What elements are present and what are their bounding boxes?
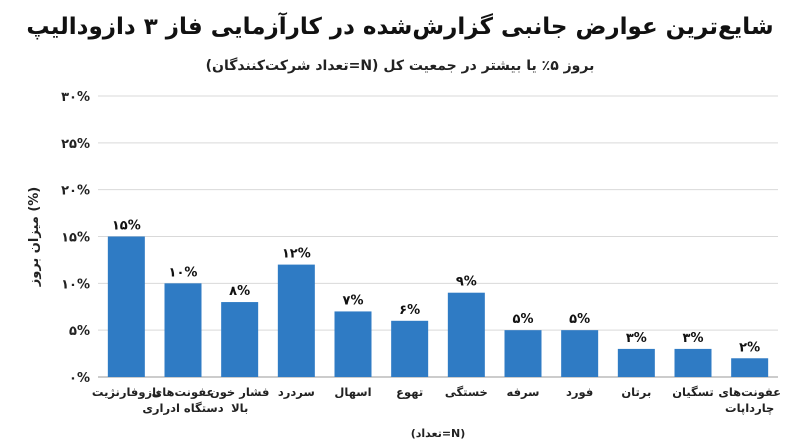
y-tick-label: ۵%: [69, 324, 90, 339]
bar: [107, 236, 145, 377]
x-tick-label: سردرد: [278, 385, 315, 399]
data-label: ۱۵%: [112, 219, 141, 234]
data-label: ۲%: [739, 340, 760, 355]
x-tick-label: عفونت‌های: [718, 385, 781, 400]
bar: [674, 348, 712, 377]
y-tick-label: ۱۰%: [61, 277, 90, 292]
bar: [334, 311, 372, 377]
y-tick-label: ۱۵%: [61, 231, 90, 246]
data-label: ۷%: [343, 293, 364, 308]
y-axis-label: میزان بروز (%): [27, 187, 42, 288]
x-tick-label: فورد: [566, 385, 593, 400]
x-tick-label: سرفه: [507, 385, 540, 399]
x-tick-label: تسگیان: [672, 385, 714, 399]
data-label: ۸%: [229, 284, 250, 299]
bar: [561, 330, 599, 377]
data-label: ۹%: [456, 275, 477, 290]
bar: [731, 358, 769, 377]
data-label: ۳%: [626, 331, 647, 346]
x-axis-label: (N=تعداد): [411, 427, 466, 440]
y-tick-label: ۲۰%: [61, 184, 90, 199]
x-tick-label: فشار خون: [210, 385, 270, 400]
data-label: ۵%: [569, 312, 590, 327]
data-label: ۵%: [513, 312, 534, 327]
x-tick-label: خستگی: [445, 385, 488, 399]
bar: [447, 292, 485, 377]
data-label: ۱۲%: [282, 247, 311, 262]
chart-subtitle: بروز ۵٪ یا بیشتر در جمعیت کل (N=تعداد شر…: [205, 58, 595, 74]
x-tick-label: بالا: [231, 401, 248, 415]
x-tick-label: برتان: [621, 385, 651, 399]
data-label: ۱۰%: [169, 265, 198, 280]
x-tick-label: چارداپات: [725, 401, 774, 415]
y-tick-label: ۳۰%: [61, 90, 90, 105]
data-label: ۳%: [683, 331, 704, 346]
x-tick-label: دستگاه ادراری: [142, 401, 223, 415]
x-tick-label: نازوفارنژیت: [92, 385, 161, 400]
data-label: ۶%: [399, 303, 420, 318]
chart-title: شایع‌ترین عوارض جانبی گزارش‌شده در کارآز…: [26, 14, 774, 40]
bar: [504, 330, 542, 377]
bar: [617, 348, 655, 377]
bar: [391, 320, 429, 377]
x-tick-label: تهوع: [396, 385, 423, 400]
bar: [221, 302, 259, 377]
x-tick-label: عفونت‌های: [152, 385, 215, 400]
y-tick-label: ۰%: [69, 371, 90, 386]
bar: [164, 283, 202, 377]
bar: [277, 264, 315, 377]
y-tick-label: ۲۵%: [61, 137, 90, 152]
x-tick-label: اسهال: [334, 385, 371, 399]
